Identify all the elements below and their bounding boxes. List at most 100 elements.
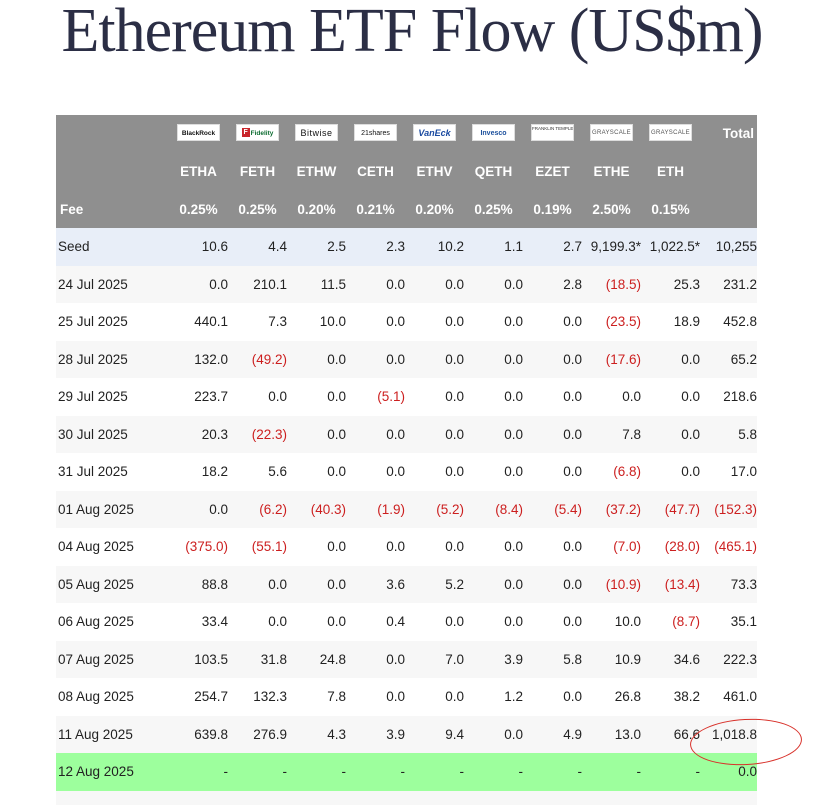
flow-cell: 440.1: [169, 303, 228, 341]
flow-cell: 0.0: [405, 603, 464, 641]
flow-cell: -: [464, 753, 523, 791]
etf-flow-table: BlackRock F Fidelity Bitwise 21shares Van…: [56, 115, 757, 805]
flow-cell: 210.1: [228, 265, 287, 303]
flow-cell: 0.0: [464, 715, 523, 753]
ticker-cell: FETH: [228, 152, 287, 190]
corner-cell: [56, 115, 169, 152]
flow-cell: (10.9): [582, 565, 641, 603]
flow-cell: 33.4: [169, 603, 228, 641]
flow-cell: 26.8: [582, 678, 641, 716]
flow-cell: 2.5: [287, 228, 346, 266]
fee-cell: 0.21%: [346, 190, 405, 228]
flow-cell: 13.0: [582, 715, 641, 753]
row-label: 12 Aug 2025: [56, 753, 169, 791]
flow-cell: (6.8): [582, 453, 641, 491]
ticker-row: ETHA FETH ETHW CETH ETHV QETH EZET ETHE …: [56, 152, 757, 190]
total-cell: 218.6: [700, 378, 757, 416]
flow-cell: 0.0: [169, 490, 228, 528]
flow-cell: 132.3: [228, 678, 287, 716]
flow-cell: 0.0: [464, 378, 523, 416]
flow-cell: 0.0: [464, 265, 523, 303]
flow-cell: 276.9: [228, 715, 287, 753]
continuation-cell: [641, 790, 700, 805]
flow-cell: 0.0: [464, 565, 523, 603]
flow-cell: (55.1): [228, 528, 287, 566]
flow-cell: 0.0: [523, 603, 582, 641]
fidelity-logo: F Fidelity: [236, 123, 279, 141]
flow-cell: (37.2): [582, 490, 641, 528]
row-label: 11 Aug 2025: [56, 715, 169, 753]
ticker-cell: ETHE: [582, 152, 641, 190]
flow-cell: 3.6: [346, 565, 405, 603]
flow-cell: 0.0: [228, 565, 287, 603]
fee-cell: 0.19%: [523, 190, 582, 228]
flow-cell: (49.2): [228, 340, 287, 378]
continuation-cell: [464, 790, 523, 805]
flow-cell: 7.0: [405, 640, 464, 678]
fee-cell: 0.20%: [405, 190, 464, 228]
flow-cell: 0.0: [405, 528, 464, 566]
flow-cell: 4.3: [287, 715, 346, 753]
flow-cell: 0.0: [641, 340, 700, 378]
row-label: 08 Aug 2025: [56, 678, 169, 716]
flow-cell: 2.8: [523, 265, 582, 303]
grayscale-logo: GRAYSCALE: [590, 123, 633, 141]
flow-cell: (17.6): [582, 340, 641, 378]
21shares-logo: 21shares: [354, 123, 397, 141]
flow-cell: -: [287, 753, 346, 791]
continuation-cell: [523, 790, 582, 805]
flow-cell: 0.0: [523, 303, 582, 341]
table-row: 08 Aug 2025 254.7 132.3 7.8 0.0 0.0 1.2 0.0 26.8…: [56, 678, 757, 716]
flow-cell: 0.0: [464, 340, 523, 378]
flow-cell: 0.0: [346, 415, 405, 453]
continuation-cell: [346, 790, 405, 805]
total-header: Total: [700, 115, 757, 152]
ticker-cell: ETHA: [169, 152, 228, 190]
table-row: 24 Jul 2025 0.0 210.1 11.5 0.0 0.0 0.0 2.8 (18.5…: [56, 265, 757, 303]
total-cell: 10,255: [700, 228, 757, 266]
flow-cell: (47.7): [641, 490, 700, 528]
flow-cell: 25.3: [641, 265, 700, 303]
total-cell: 65.2: [700, 340, 757, 378]
total-cell: 1,018.8: [700, 715, 757, 753]
flow-cell: 4.9: [523, 715, 582, 753]
table-row: 30 Jul 2025 20.3 (22.3) 0.0 0.0 0.0 0.0 0.0 7.8 0…: [56, 415, 757, 453]
row-label: 07 Aug 2025: [56, 640, 169, 678]
ticker-cell: EZET: [523, 152, 582, 190]
flow-cell: 254.7: [169, 678, 228, 716]
flow-cell: 0.0: [405, 453, 464, 491]
flow-cell: 20.3: [169, 415, 228, 453]
row-label: 01 Aug 2025: [56, 490, 169, 528]
ticker-total-blank: [700, 152, 757, 190]
flow-cell: 0.0: [523, 378, 582, 416]
flow-cell: (5.1): [346, 378, 405, 416]
flow-cell: 0.0: [287, 528, 346, 566]
flow-cell: 0.0: [346, 640, 405, 678]
flow-cell: 2.3: [346, 228, 405, 266]
flow-cell: 0.0: [228, 603, 287, 641]
flow-cell: (5.4): [523, 490, 582, 528]
continuation-cell: [169, 790, 228, 805]
flow-cell: 639.8: [169, 715, 228, 753]
table-row: 06 Aug 2025 33.4 0.0 0.0 0.4 0.0 0.0 0.0 10.0 (8.…: [56, 603, 757, 641]
row-label: 05 Aug 2025: [56, 565, 169, 603]
total-cell: 5.8: [700, 415, 757, 453]
flow-cell: 2.7: [523, 228, 582, 266]
flow-cell: (40.3): [287, 490, 346, 528]
ticker-cell: ETHV: [405, 152, 464, 190]
fidelity-logo-text: Fidelity: [250, 129, 274, 137]
flow-cell: 0.0: [405, 265, 464, 303]
flow-cell: 0.0: [228, 378, 287, 416]
ticker-cell: CETH: [346, 152, 405, 190]
row-label: 29 Jul 2025: [56, 378, 169, 416]
continuation-cell: [700, 790, 757, 805]
flow-cell: 0.0: [641, 415, 700, 453]
row-label: 25 Jul 2025: [56, 303, 169, 341]
flow-cell: 18.2: [169, 453, 228, 491]
table-row: 01 Aug 2025 0.0 (6.2) (40.3) (1.9) (5.2) (8.4)…: [56, 490, 757, 528]
row-label: Seed: [56, 228, 169, 266]
flow-cell: 88.8: [169, 565, 228, 603]
fee-label: Fee: [56, 190, 169, 228]
total-cell: 35.1: [700, 603, 757, 641]
flow-cell: 0.0: [523, 453, 582, 491]
